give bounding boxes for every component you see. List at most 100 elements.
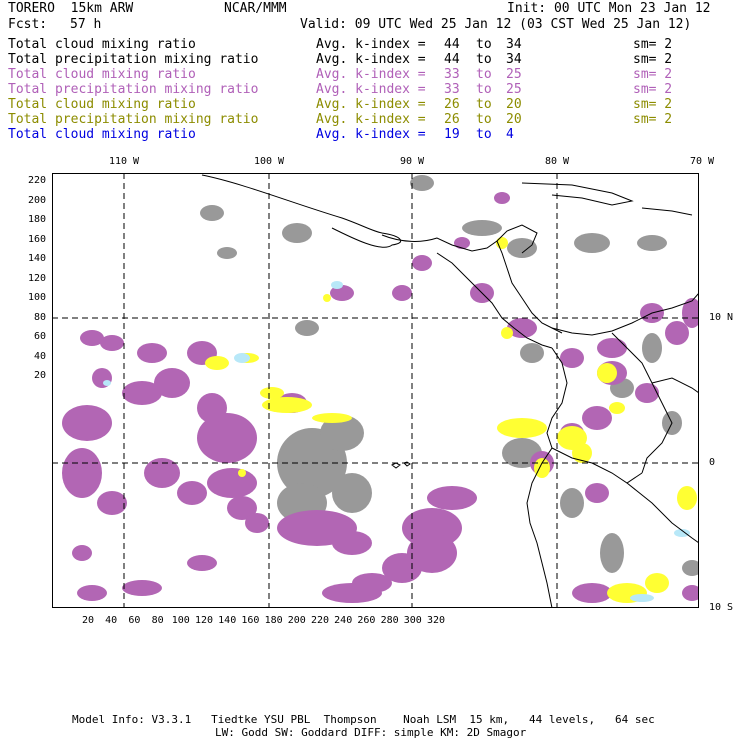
purple-cloud-patch — [72, 545, 92, 561]
yellow-cloud-patch — [645, 573, 669, 593]
legend-smoothing: sm= 2 — [633, 97, 673, 112]
legend-field: Total cloud mixing ratio — [8, 127, 196, 142]
gray-cloud-patch — [507, 238, 537, 258]
legend-to: to — [476, 127, 492, 142]
purple-cloud-patch — [427, 486, 477, 510]
coastlines — [201, 174, 699, 608]
x-tick-label: 120 — [194, 615, 214, 626]
legend-index-label: Avg. k-index = — [316, 37, 426, 52]
gray-cloud-patch — [217, 247, 237, 259]
latitude-label: 10 N — [709, 312, 734, 323]
legend-upto: 34 — [506, 37, 522, 52]
forecast-map — [52, 173, 699, 608]
x-tick-label: 100 — [171, 615, 190, 626]
purple-cloud-patch — [682, 585, 699, 601]
purple-cloud-patch — [80, 330, 104, 346]
longitude-label: 90 W — [399, 156, 425, 167]
x-tick-label: 220 — [310, 615, 330, 626]
purple-cloud-patch — [572, 583, 612, 603]
legend-field: Total cloud mixing ratio — [8, 67, 196, 82]
legend-from: 33 — [444, 67, 460, 82]
legend-upto: 25 — [506, 67, 522, 82]
purple-cloud-patch — [197, 413, 257, 463]
purple-cloud-patch — [494, 192, 510, 204]
legend-from: 44 — [444, 52, 460, 67]
purple-cloud-patch — [197, 393, 227, 423]
legend-from: 26 — [444, 97, 460, 112]
x-tick-label: 40 — [105, 615, 118, 626]
gray-cloud-patch — [574, 233, 610, 253]
yellow-cloud-patch — [677, 486, 697, 510]
mexico-coast — [201, 174, 402, 248]
model-title: TORERO 15km ARW — [8, 1, 134, 16]
physics-info-line: LW: Godd SW: Goddard DIFF: simple KM: 2D… — [215, 726, 527, 739]
gray-cloud-patch — [200, 205, 224, 221]
purple-cloud-patch — [245, 513, 269, 533]
yellow-cloud-patch — [572, 443, 592, 463]
hispaniola — [641, 207, 693, 216]
gray-cloud-patch — [332, 473, 372, 513]
map-frame — [52, 173, 699, 608]
legend-row: Total cloud mixing ratio Avg. k-index = 44… — [8, 37, 728, 52]
purple-cloud-patch — [352, 573, 392, 593]
gray-cloud-patch — [520, 343, 544, 363]
yellow-cloud-patch — [312, 413, 352, 423]
legend-index-label: Avg. k-index = — [316, 97, 426, 112]
yucatan — [496, 224, 538, 254]
purple-cloud-patch — [100, 335, 124, 351]
legend-upto: 4 — [506, 127, 514, 142]
purple-cloud-patch — [682, 298, 699, 328]
forecast-label: Fcst: — [8, 17, 48, 32]
legend-field: Total precipitation mixing ratio — [8, 52, 259, 67]
gray-cloud-patch — [462, 220, 502, 236]
x-tick-label: 140 — [218, 615, 237, 626]
x-tick-label: 200 — [287, 615, 306, 626]
lightblue-cloud-patch — [331, 281, 343, 289]
purple-cloud-patch — [207, 468, 257, 498]
south-america-north — [551, 292, 699, 336]
purple-cloud-patch — [635, 383, 659, 403]
purple-cloud-areas — [62, 192, 699, 603]
legend-to: to — [476, 112, 492, 127]
yellow-cloud-areas — [205, 237, 697, 603]
legend-index-label: Avg. k-index = — [316, 127, 426, 142]
purple-cloud-patch — [582, 406, 612, 430]
gray-cloud-patch — [637, 235, 667, 251]
colombia-border — [611, 332, 673, 474]
x-tick-label: 160 — [241, 615, 260, 626]
legend-index-label: Avg. k-index = — [316, 82, 426, 97]
legend-to: to — [476, 67, 492, 82]
legend-from: 19 — [444, 127, 460, 142]
central-america-coast — [381, 234, 563, 334]
purple-cloud-patch — [144, 458, 180, 488]
yellow-cloud-patch — [597, 363, 617, 383]
lat-lon-gridlines — [52, 173, 699, 608]
legend-upto: 20 — [506, 112, 522, 127]
y-tick-label: 160 — [27, 233, 46, 245]
y-tick-label: 80 — [33, 311, 46, 323]
y-tick-label: 60 — [33, 331, 46, 342]
lightblue-cloud-patch — [674, 529, 690, 537]
legend-to: to — [476, 52, 492, 67]
yellow-cloud-patch — [323, 294, 331, 302]
gray-cloud-patch — [320, 415, 364, 451]
central-america-pacific — [436, 252, 553, 349]
legend-upto: 25 — [506, 82, 522, 97]
purple-cloud-patch — [187, 555, 217, 571]
purple-cloud-patch — [507, 318, 537, 338]
lightblue-cloud-patch — [103, 380, 111, 386]
gray-cloud-patch — [560, 488, 584, 518]
purple-cloud-patch — [97, 491, 127, 515]
gray-cloud-patch — [295, 320, 319, 336]
purple-cloud-patch — [560, 348, 584, 368]
gray-cloud-patch — [600, 533, 624, 573]
purple-cloud-patch — [585, 483, 609, 503]
gray-cloud-patch — [282, 223, 312, 243]
y-tick-label: 120 — [27, 272, 46, 284]
legend-field: Total cloud mixing ratio — [8, 37, 196, 52]
longitude-label: 80 W — [544, 156, 570, 167]
yellow-cloud-patch — [501, 327, 513, 339]
lightblue-cloud-areas — [103, 281, 690, 602]
legend-smoothing: sm= 2 — [633, 37, 673, 52]
legend-smoothing: sm= 2 — [633, 67, 673, 82]
